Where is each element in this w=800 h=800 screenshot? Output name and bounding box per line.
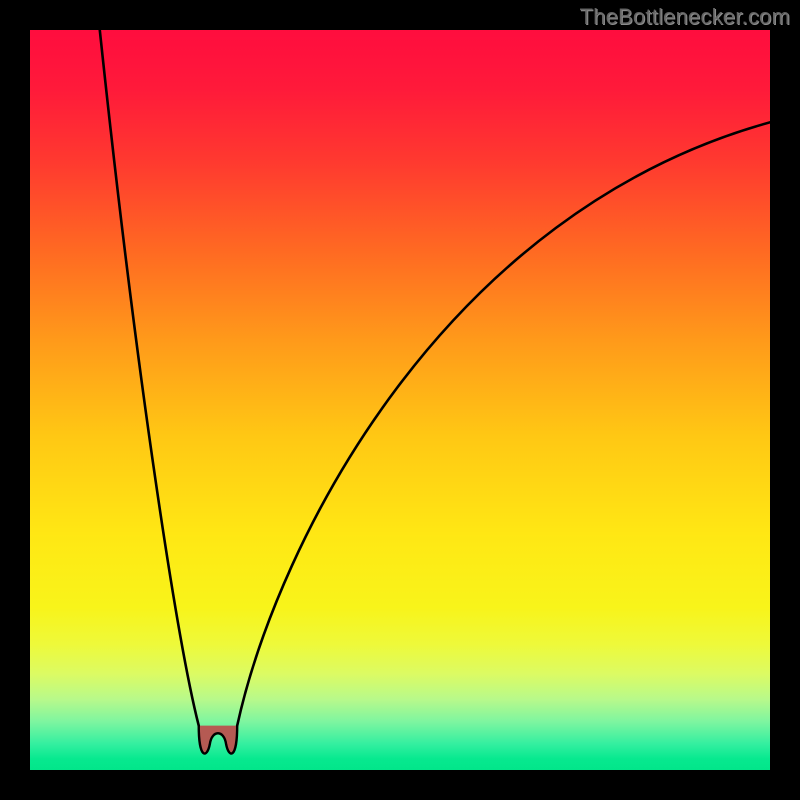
chart-frame: TheBottlenecker.com TheBottlenecker.com — [0, 0, 800, 800]
watermark-text: TheBottlenecker.com — [580, 4, 790, 30]
plot-background — [30, 30, 770, 770]
bottleneck-chart — [0, 0, 800, 800]
